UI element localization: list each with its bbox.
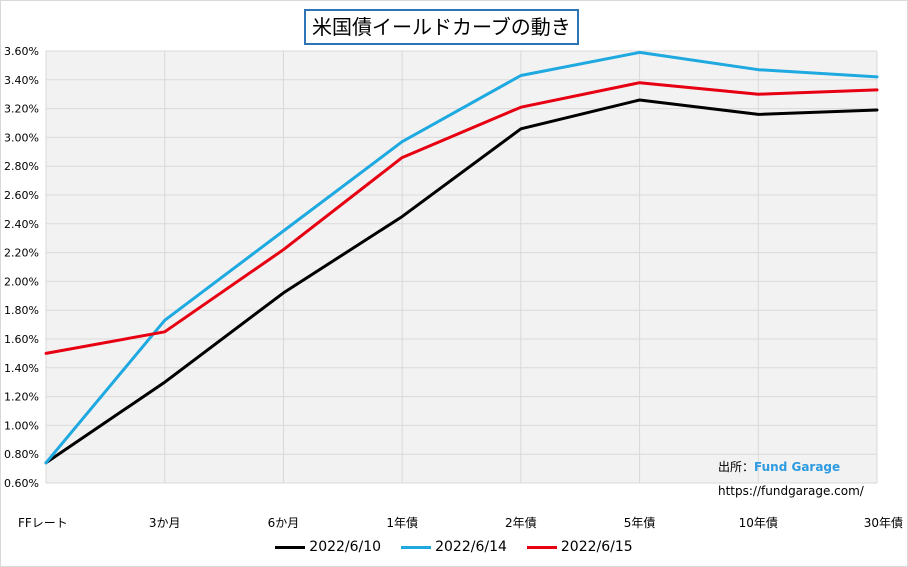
y-tick-label: 0.80% [4, 448, 39, 461]
y-tick-label: 1.80% [4, 304, 39, 317]
x-tick-label: 6か月 [268, 516, 300, 530]
y-tick-label: 3.40% [4, 74, 39, 87]
y-tick-label: 2.40% [4, 218, 39, 231]
y-tick-label: 1.20% [4, 391, 39, 404]
plot-area [46, 51, 877, 483]
series-line [44, 98, 879, 465]
y-tick-label: 2.60% [4, 189, 39, 202]
x-tick-label: FFレート [18, 516, 68, 530]
y-tick-label: 2.00% [4, 275, 39, 288]
x-tick-label: 1年債 [386, 515, 418, 530]
legend-label: 2022/6/15 [560, 539, 633, 555]
y-tick-label: 3.60% [4, 45, 39, 58]
source-name: Fund Garage [754, 460, 841, 474]
source-line: 出所：Fund Garage [718, 455, 864, 479]
source-annotation: 出所：Fund Garage https://fundgarage.com/ [718, 455, 864, 503]
series-line [44, 50, 879, 465]
x-axis-ticks: FFレート 3か月 6か月 1年債 2年債 5年債 10年債 30年債 [18, 515, 903, 530]
x-gridlines [45, 51, 878, 483]
series-lines [44, 50, 879, 465]
x-tick-label: 5年債 [624, 515, 656, 530]
source-url: https://fundgarage.com/ [718, 484, 864, 498]
legend-label: 2022/6/14 [435, 539, 507, 555]
y-tick-label: 2.80% [4, 160, 39, 173]
y-axis-ticks: 0.60% 0.80% 1.00% 1.20% 1.40% 1.60% 1.80% 2.00%… [4, 45, 39, 490]
legend-item: 2022/6/14 [401, 539, 507, 555]
y-tick-label: 1.60% [4, 333, 39, 346]
y-tick-label: 3.20% [4, 103, 39, 116]
x-tick-label: 30年債 [864, 515, 903, 530]
series-line [44, 81, 879, 355]
legend-swatch [526, 545, 557, 549]
legend-label: 2022/6/10 [309, 539, 382, 555]
legend-item: 2022/6/15 [526, 539, 633, 555]
y-tick-label: 1.40% [4, 362, 39, 375]
chart-title: 米国債イールドカーブの動き [304, 9, 579, 45]
y-tick-label: 3.00% [4, 131, 39, 144]
legend-swatch [275, 545, 306, 549]
source-label: 出所： [718, 460, 755, 474]
y-gridlines [46, 50, 877, 484]
y-tick-label: 1.00% [4, 419, 39, 432]
legend-swatch [401, 545, 432, 549]
x-tick-label: 3か月 [149, 516, 181, 530]
legend: 2022/6/10 2022/6/14 2022/6/15 [0, 536, 908, 558]
x-tick-label: 10年債 [739, 515, 778, 530]
y-tick-label: 2.20% [4, 247, 39, 260]
legend-item: 2022/6/10 [275, 539, 381, 555]
x-tick-label: 2年債 [505, 515, 537, 530]
y-tick-label: 0.60% [4, 477, 39, 490]
